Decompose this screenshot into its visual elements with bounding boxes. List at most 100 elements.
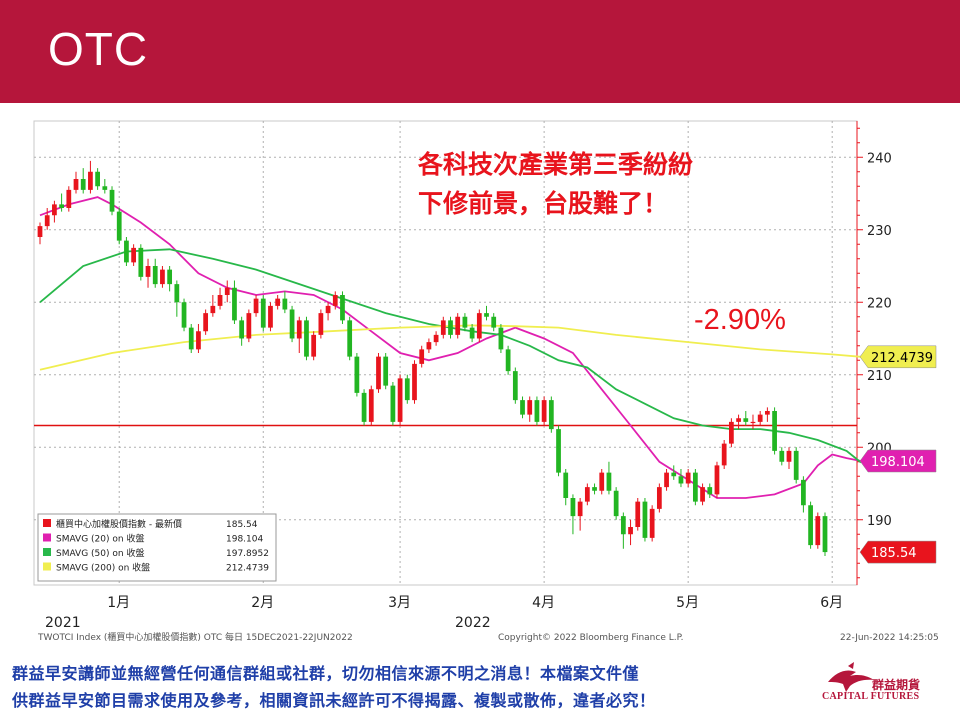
candle <box>289 305 295 343</box>
candle-body <box>383 356 389 386</box>
candle-body <box>448 320 453 335</box>
candle-body <box>88 171 93 190</box>
candle-body <box>700 487 705 502</box>
candle <box>656 483 662 513</box>
candle <box>102 179 108 194</box>
candle-body <box>325 305 331 314</box>
candle <box>743 411 749 426</box>
legend-label: SMAVG (50) on 收盤 <box>56 547 144 559</box>
candle <box>368 385 374 426</box>
candle <box>462 313 468 332</box>
capital-futures-bird-icon <box>828 662 874 692</box>
candle-body <box>124 240 129 263</box>
y-tick-label: 190 <box>867 514 892 529</box>
chart-source-text: TWOTCI Index (櫃買中心加權股價指數) OTC 每日 15DEC20… <box>37 631 353 643</box>
candle-body <box>498 327 504 350</box>
candle-body <box>620 516 626 535</box>
candle <box>736 414 741 430</box>
candle-body <box>167 269 173 285</box>
candle-body <box>196 331 201 350</box>
candle <box>95 168 100 190</box>
candle <box>556 425 561 477</box>
candle <box>606 461 612 495</box>
candle-body <box>404 378 410 401</box>
candle <box>772 407 777 455</box>
candle <box>181 298 187 332</box>
candle-body <box>160 269 165 285</box>
candle <box>584 483 590 506</box>
candle <box>66 186 72 212</box>
candle-body <box>296 320 302 339</box>
candle-body <box>116 211 122 241</box>
legend-value: 198.104 <box>226 535 263 545</box>
candle-body <box>188 327 194 350</box>
candle-body <box>354 356 360 393</box>
candle <box>412 360 417 404</box>
candle <box>628 519 633 546</box>
candle <box>548 396 554 433</box>
candle-body <box>592 487 597 491</box>
candle <box>73 171 79 194</box>
candle-body <box>426 342 432 350</box>
y-tick-label: 220 <box>867 296 892 311</box>
candle <box>728 418 734 448</box>
candle-body <box>390 385 396 422</box>
y-tick-label: 230 <box>867 224 892 239</box>
candle <box>304 316 309 361</box>
candle <box>347 316 353 361</box>
candle-body <box>822 516 828 553</box>
candle <box>484 305 489 321</box>
candle-body <box>73 179 79 190</box>
x-month-label: 2月 <box>251 595 274 611</box>
candle <box>671 465 677 480</box>
candle-body <box>433 334 439 343</box>
candle <box>196 324 201 353</box>
candle <box>311 331 317 361</box>
candle-body <box>757 414 763 422</box>
candle-body <box>656 487 662 509</box>
legend-label: SMAVG (200) on 收盤 <box>56 562 150 574</box>
candle <box>282 291 288 314</box>
candle-body <box>232 287 237 321</box>
candle <box>59 193 64 212</box>
candle-body <box>520 400 525 415</box>
candle-body <box>786 450 792 462</box>
candle-body <box>721 443 727 466</box>
candle-body <box>311 334 317 357</box>
disclaimer-line-2: 供群益早安節目需求使用及參考，相關資訊未經許可不得揭露、複製或散佈，違者必究！ <box>12 691 656 710</box>
candle <box>361 389 367 426</box>
candle-body <box>332 295 338 306</box>
candle <box>512 367 518 404</box>
candle <box>152 258 158 288</box>
candle <box>469 324 475 343</box>
candle-body <box>289 309 295 339</box>
candle <box>354 353 360 397</box>
candle-body <box>772 411 777 451</box>
legend-box <box>37 513 277 582</box>
candle <box>721 440 727 469</box>
candle <box>433 331 439 346</box>
candle-body <box>599 472 605 491</box>
candle <box>476 309 482 343</box>
candle-body <box>440 320 446 335</box>
candle-body <box>52 204 57 216</box>
x-month-label: 1月 <box>107 595 130 611</box>
logo-english-name: CAPITAL FUTURES <box>822 691 920 702</box>
candle-body <box>808 505 813 546</box>
candle-body <box>181 302 187 328</box>
candle-body <box>95 171 100 187</box>
candle <box>599 469 605 495</box>
candle <box>707 483 713 498</box>
candle-body <box>282 298 288 310</box>
legend-swatch <box>43 562 51 571</box>
candle-body <box>253 298 259 314</box>
candle <box>426 338 432 353</box>
candle-body <box>304 320 309 357</box>
candle-body <box>455 316 461 335</box>
candle-body <box>642 501 648 538</box>
candle <box>109 186 115 216</box>
price-tag: 212.4739 <box>859 345 937 369</box>
candle <box>203 309 209 335</box>
candle-body <box>66 189 72 208</box>
candle-body <box>548 400 554 430</box>
